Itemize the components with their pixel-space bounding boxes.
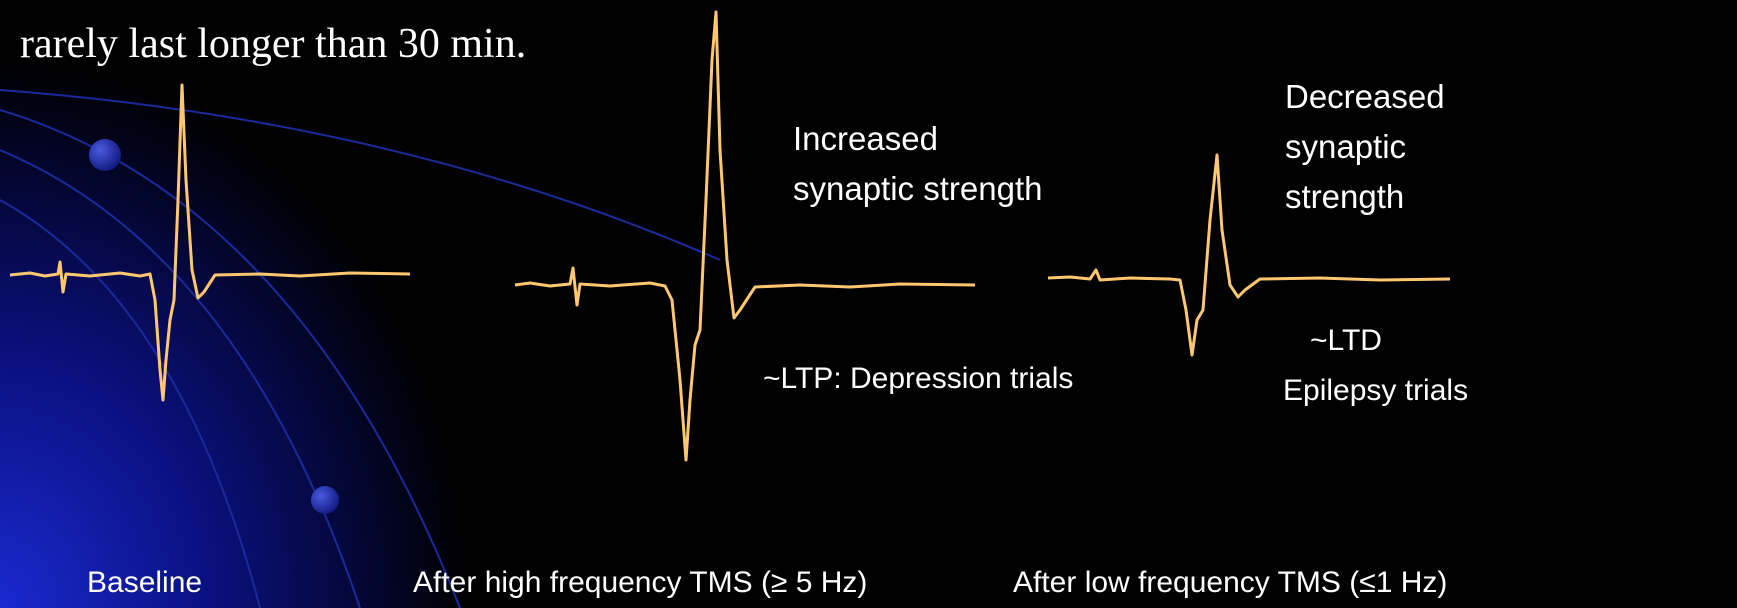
effect-text: strength — [1285, 178, 1404, 215]
caption: After high frequency TMS (≥ 5 Hz) — [413, 566, 867, 599]
effect-text: synaptic strength — [793, 170, 1042, 207]
waveform-baseline — [9, 83, 411, 402]
note-text: ~LTD — [1310, 324, 1382, 357]
caption: After low frequency TMS (≤1 Hz) — [1013, 566, 1447, 599]
decor-arc — [0, 199, 261, 608]
decor-ball — [89, 139, 121, 171]
decor-ball — [311, 486, 339, 514]
waveform-low-frequency — [1047, 153, 1451, 357]
decor-arc — [0, 89, 721, 261]
note-text: Epilepsy trials — [1283, 374, 1468, 407]
background-glow — [0, 0, 520, 608]
header-text: rarely last longer than 30 min. — [20, 21, 526, 67]
caption: Baseline — [87, 566, 202, 599]
effect-text: Increased — [793, 120, 938, 157]
waveform-high-frequency — [514, 10, 976, 462]
decor-arc — [0, 109, 461, 608]
note-text: ~LTP: Depression trials — [763, 362, 1073, 395]
effect-text: Decreased — [1285, 78, 1445, 115]
effect-text: synaptic — [1285, 128, 1406, 165]
